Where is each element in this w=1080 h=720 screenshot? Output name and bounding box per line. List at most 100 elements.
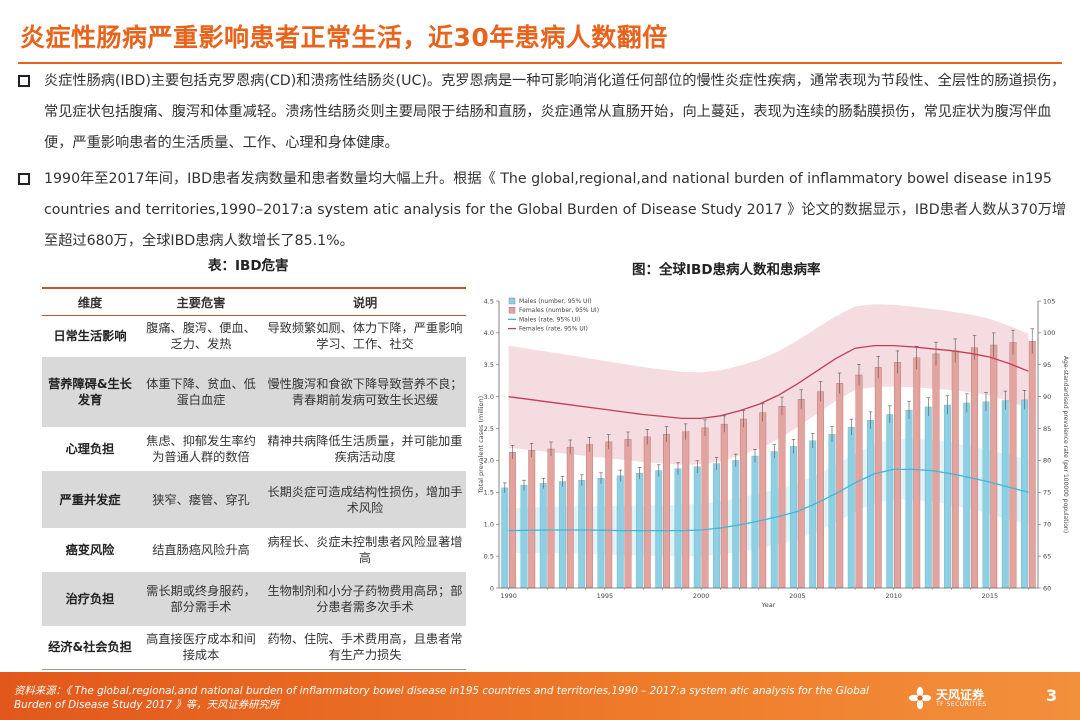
header-harm: 主要危害 — [138, 287, 264, 316]
cell-dimension: 经济&社会负担 — [42, 626, 138, 670]
bar-females — [874, 367, 882, 589]
cell-dimension: 日常生活影响 — [53, 329, 127, 344]
cell-description: 长期炎症可造成结构性损伤，增加手术风险 — [264, 471, 466, 528]
bar-females — [585, 444, 593, 589]
legend-label: Males (number, 95% UI) — [519, 298, 592, 305]
bar-males — [674, 468, 682, 589]
bar-females — [913, 357, 921, 589]
chart-caption: 图：全球IBD患病人数和患病率 — [632, 262, 821, 278]
y-tick-label-right: 75 — [1043, 489, 1051, 497]
y-tick-label-right: 90 — [1043, 393, 1051, 401]
footer-source: 资料来源：《 The global,regional,and national … — [14, 685, 869, 711]
bar-females — [662, 434, 670, 589]
y-tick-label-left: 4.5 — [484, 297, 494, 305]
header-description: 说明 — [264, 287, 466, 316]
bar-males — [693, 466, 701, 589]
females-rate-band — [508, 304, 1029, 465]
brand-logo: 天风证券 TF SECURITIES — [908, 684, 1018, 712]
x-tick-label: 2005 — [789, 592, 806, 600]
legend-swatch — [508, 297, 516, 305]
cell-harm: 需长期或终身服药，部分需手术 — [138, 572, 264, 626]
cell-description: 导致频繁如厕、体力下降，严重影响学习、工作、社交 — [267, 321, 463, 352]
bar-males — [847, 427, 855, 589]
header-dimension: 维度 — [42, 287, 138, 316]
bar-females — [547, 448, 555, 589]
ibd-prevalence-chart: 0 0.5 1.0 1.5 2.0 2.5 3.0 3.5 4.0 4.5 60 65 70 75 80 85… — [477, 297, 1069, 609]
bar-females — [740, 418, 747, 589]
footer-bar — [0, 672, 1080, 720]
table-row: 严重并发症 狭窄、瘘管、穿孔 长期炎症可造成结构性损伤，增加手术风险 — [42, 471, 466, 528]
bar-males — [1001, 400, 1009, 589]
bar-males — [809, 440, 817, 589]
table-row: 治疗负担 需长期或终身服药，部分需手术 生物制剂和小分子药物费用高昂；部分患者需… — [42, 572, 466, 626]
x-tick-label: 1995 — [597, 592, 614, 600]
cell-description: 生物制剂和小分子药物费用高昂；部分患者需多次手术 — [264, 572, 466, 626]
bar-females — [643, 436, 651, 589]
bar-males — [944, 404, 951, 589]
legend-label: Females (number, 95% UI) — [519, 307, 599, 314]
y-tick-label-left: 0 — [490, 584, 494, 592]
brand-name: 天风证券 — [936, 688, 985, 702]
bar-males — [770, 451, 778, 589]
y-tick-label-left: 3.0 — [484, 393, 494, 401]
x-tick-label: 1990 — [500, 592, 517, 600]
bullet-text: 1990年至2017年间，IBD患者发病数量和患者数量均大幅上升。根据《 The… — [44, 171, 1067, 249]
bar-males — [963, 402, 971, 589]
bar-males — [520, 485, 528, 589]
bar-females — [509, 451, 516, 589]
bar-females — [528, 449, 536, 589]
bullet-text: 炎症性肠病(IBD)主要包括克罗恩病(CD)和溃疡性结肠炎(UC)。克罗恩病是一… — [44, 73, 1066, 151]
y-tick-label-right: 100 — [1043, 329, 1055, 337]
cell-harm: 体重下降、贫血、低蛋白血症 — [138, 357, 264, 427]
bar-females — [971, 347, 978, 589]
bar-females — [1009, 342, 1017, 589]
bar-females — [817, 391, 824, 589]
cell-harm: 狭窄、瘘管、穿孔 — [138, 471, 264, 528]
square-bullet-icon — [18, 75, 30, 87]
bar-males — [924, 406, 932, 589]
y-tick-label-right: 80 — [1043, 457, 1051, 465]
table-row: 营养障碍&生长发育 体重下降、贫血、低蛋白血症 慢性腹泻和食欲下降导致营养不良；… — [42, 357, 466, 427]
page-title: 炎症性肠病严重影响患者正常生活，近30年患病人数翻倍 — [20, 23, 668, 52]
y-tick-label-right: 70 — [1043, 521, 1051, 529]
legend-label: Males (rate, 95% UI) — [519, 316, 580, 323]
bar-males — [790, 446, 797, 589]
brand-name-en: TF SECURITIES — [936, 701, 987, 708]
bar-males — [982, 401, 990, 589]
y-tick-label-right: 95 — [1043, 361, 1051, 369]
table-row: 心理负担 焦虑、抑郁发生率约为普通人群的数倍 精神共病降低生活质量，并可能加重疾… — [42, 427, 466, 471]
y-tick-label-right: 60 — [1043, 584, 1051, 592]
y-axis-label-left: Total prevalent cases (million) — [477, 396, 485, 494]
table-caption: 表：IBD危害 — [208, 258, 289, 274]
cell-harm: 焦虑、抑郁发生率约为普通人群的数倍 — [146, 434, 256, 464]
bar-males — [905, 409, 913, 589]
bar-females — [759, 412, 767, 589]
y-tick-label-left: 1.0 — [484, 521, 494, 529]
bar-females — [624, 439, 632, 589]
cell-dimension: 营养障碍&生长发育 — [42, 357, 138, 427]
table-row: 日常生活影响 腹痛、腹泻、便血、乏力、发热 导致频繁如厕、体力下降，严重影响学习… — [42, 315, 466, 357]
bar-females — [951, 350, 959, 589]
y-tick-label-left: 2.5 — [484, 425, 494, 433]
y-tick-label-left: 1.5 — [484, 489, 494, 497]
bar-females — [797, 398, 805, 589]
legend-swatch — [508, 307, 516, 314]
y-axis-label-right: Age-standardised prevalence rate (per 10… — [1062, 356, 1069, 533]
x-tick-label: 2015 — [982, 592, 999, 600]
cell-dimension: 癌变风险 — [65, 543, 115, 557]
y-tick-label-left: 2.0 — [484, 457, 494, 465]
bar-males — [867, 420, 874, 589]
bar-females — [778, 405, 786, 589]
bar-males — [655, 470, 663, 589]
table-row: 经济&社会负担 高直接医疗成本和间接成本 药物、住院、手术费用高，且患者常有生产… — [42, 626, 466, 670]
cell-dimension: 心理负担 — [65, 442, 115, 456]
cell-description: 精神共病降低生活质量，并可能加重疾病活动度 — [267, 434, 463, 464]
bar-females — [720, 423, 728, 589]
y-tick-label-right: 65 — [1043, 552, 1051, 560]
brand-flower-icon — [908, 686, 932, 710]
cell-harm: 结直肠癌风险升高 — [152, 543, 250, 557]
x-tick-label: 2010 — [885, 592, 902, 600]
table-header-row: 维度 主要危害 说明 — [42, 287, 466, 316]
title-rule — [18, 62, 1062, 64]
cell-harm: 腹痛、腹泻、便血、乏力、发热 — [146, 321, 256, 352]
